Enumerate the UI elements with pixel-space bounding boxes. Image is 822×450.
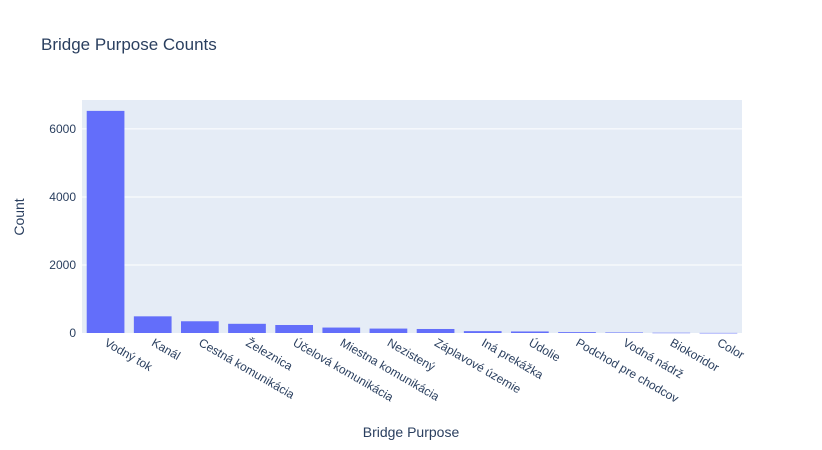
y-tick-label: 6000	[49, 122, 76, 136]
x-tick-label: Údolie	[526, 335, 563, 365]
x-tick-label: Color	[715, 335, 747, 361]
chart-title: Bridge Purpose Counts	[41, 35, 217, 54]
bar[interactable]	[181, 321, 219, 333]
y-tick-label: 0	[69, 326, 76, 340]
y-tick-label: 2000	[49, 258, 76, 272]
x-tick-label: Vodný tok	[102, 335, 156, 374]
y-tick-label: 4000	[49, 190, 76, 204]
bar[interactable]	[605, 332, 643, 333]
bar[interactable]	[463, 331, 502, 333]
x-axis-title: Bridge Purpose	[363, 424, 460, 440]
bar[interactable]	[228, 323, 266, 333]
bar[interactable]	[699, 332, 738, 334]
y-axis-title: Count	[11, 198, 27, 235]
bars	[86, 110, 738, 334]
x-tick-label: Kanál	[149, 335, 183, 362]
bar[interactable]	[416, 328, 455, 333]
x-tick-label: Záplavové územie	[432, 335, 524, 396]
bar[interactable]	[511, 331, 549, 333]
y-gridlines	[82, 128, 742, 266]
bar[interactable]	[369, 328, 408, 333]
y-tick-labels: 0 2000 4000 6000	[49, 122, 76, 340]
bar[interactable]	[558, 332, 596, 333]
plot-area	[82, 100, 742, 333]
bar[interactable]	[652, 332, 691, 334]
bar[interactable]	[275, 325, 313, 333]
bar[interactable]	[86, 110, 125, 333]
bar[interactable]	[133, 316, 172, 333]
bar[interactable]	[322, 327, 361, 333]
